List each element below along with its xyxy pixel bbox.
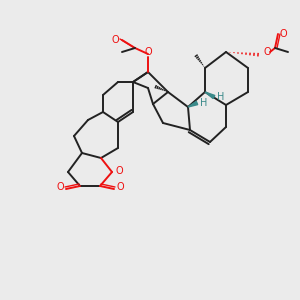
Text: O: O	[111, 35, 119, 45]
Text: O: O	[116, 182, 124, 192]
Text: O: O	[56, 182, 64, 192]
Text: O: O	[115, 166, 123, 176]
Text: H: H	[217, 92, 225, 102]
Text: H: H	[200, 98, 208, 108]
Polygon shape	[188, 101, 198, 107]
Polygon shape	[205, 92, 215, 98]
Text: O: O	[263, 47, 271, 57]
Text: O: O	[279, 29, 287, 39]
Text: O: O	[144, 47, 152, 57]
